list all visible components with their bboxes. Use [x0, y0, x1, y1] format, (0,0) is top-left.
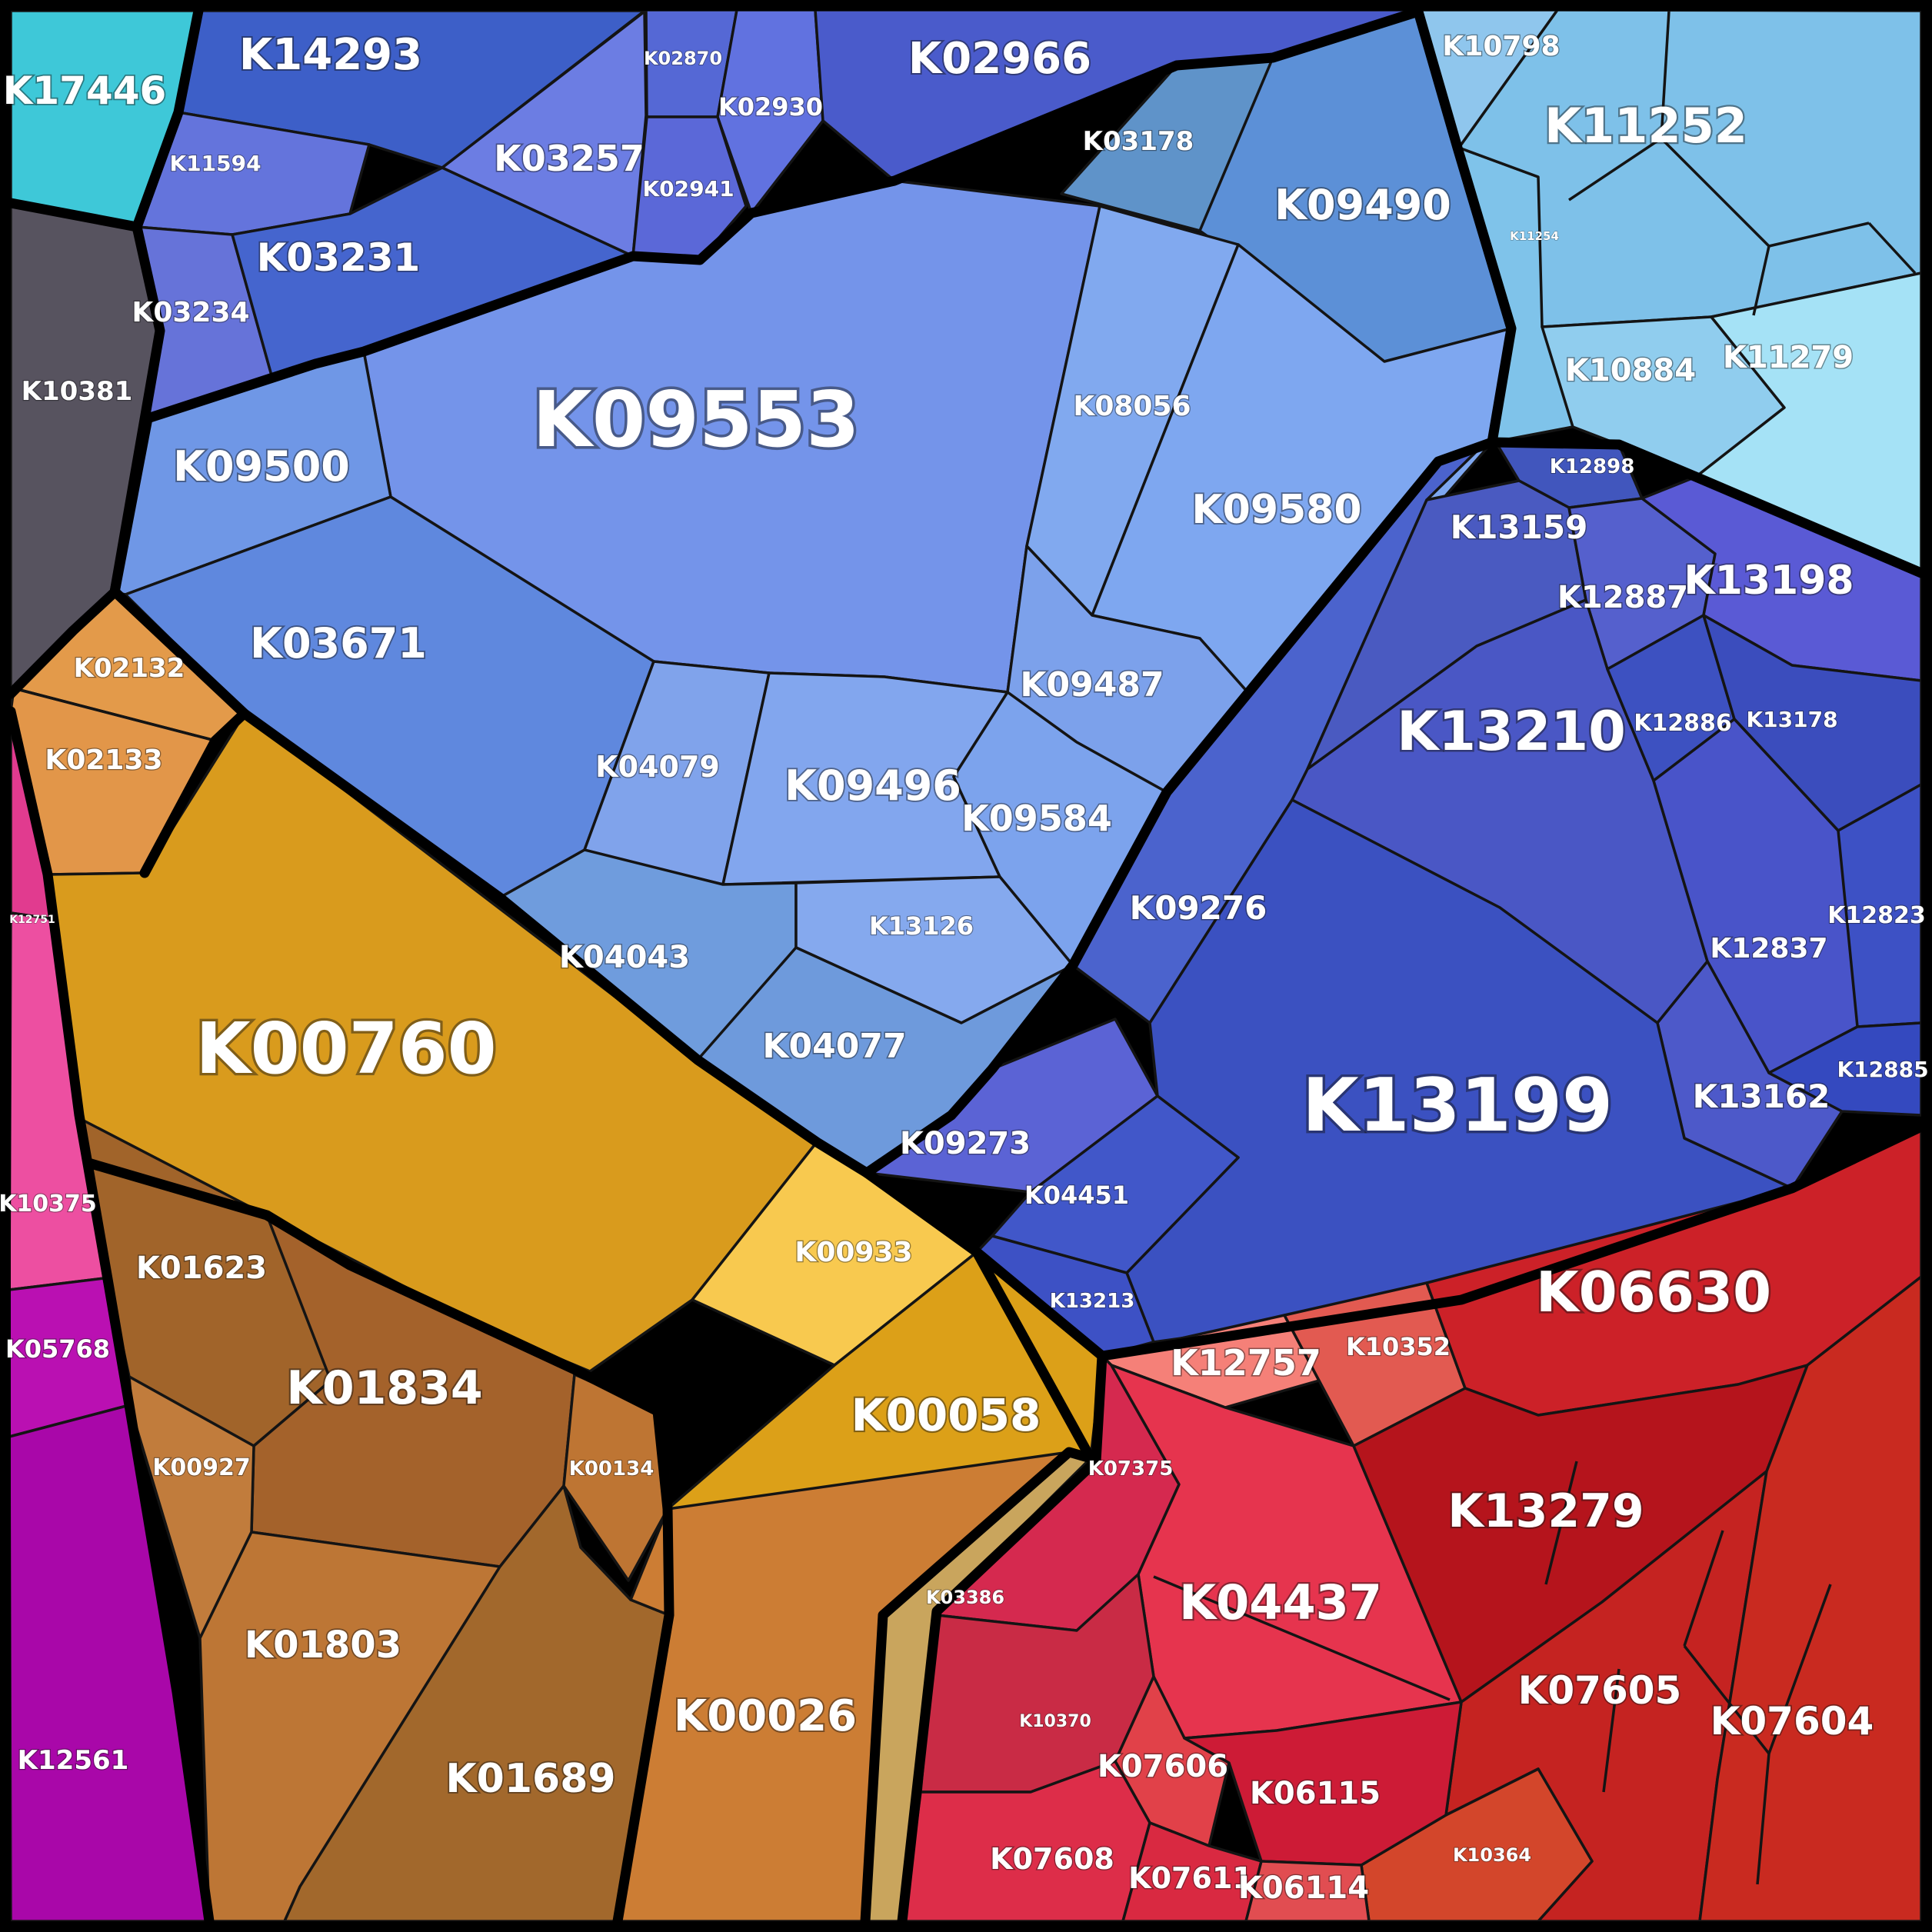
group-border — [109, 6, 1424, 598]
subdivision-line — [1568, 137, 1662, 202]
subdivision-line — [13, 687, 216, 742]
subdivision-line — [1683, 1530, 1724, 1647]
group-border — [139, 710, 248, 878]
cell-K06115[interactable] — [1183, 1700, 1463, 1867]
group-border — [1487, 437, 1927, 578]
subdivision-line — [1660, 137, 1770, 248]
subdivision-line — [1683, 1644, 1770, 1755]
subdivision-line — [1867, 222, 1917, 275]
cell-K06114[interactable] — [1244, 1860, 1371, 1923]
subdivision-line — [1756, 1753, 1770, 1885]
group-border — [861, 437, 1497, 1178]
subdivision-line — [1768, 222, 1870, 248]
group-border — [239, 708, 872, 1178]
cell-K04451[interactable] — [991, 1094, 1240, 1274]
subdivision-line — [1602, 1668, 1621, 1793]
subdivision-line — [1153, 1575, 1451, 1701]
subdivision-line — [1767, 1584, 1832, 1754]
subdivision-line — [1752, 245, 1770, 316]
group-border — [1097, 1121, 1927, 1361]
group-border — [1413, 6, 1517, 448]
group-border — [5, 706, 215, 1927]
group-border — [897, 1351, 1108, 1927]
group-border — [83, 1158, 675, 1927]
subdivision-line — [1660, 10, 1671, 139]
group-border — [5, 5, 204, 232]
group-border — [110, 587, 250, 719]
subdivision-line — [1544, 1461, 1578, 1585]
group-border — [860, 1447, 1096, 1927]
group-border — [5, 587, 120, 699]
group-border — [971, 1247, 1096, 1464]
